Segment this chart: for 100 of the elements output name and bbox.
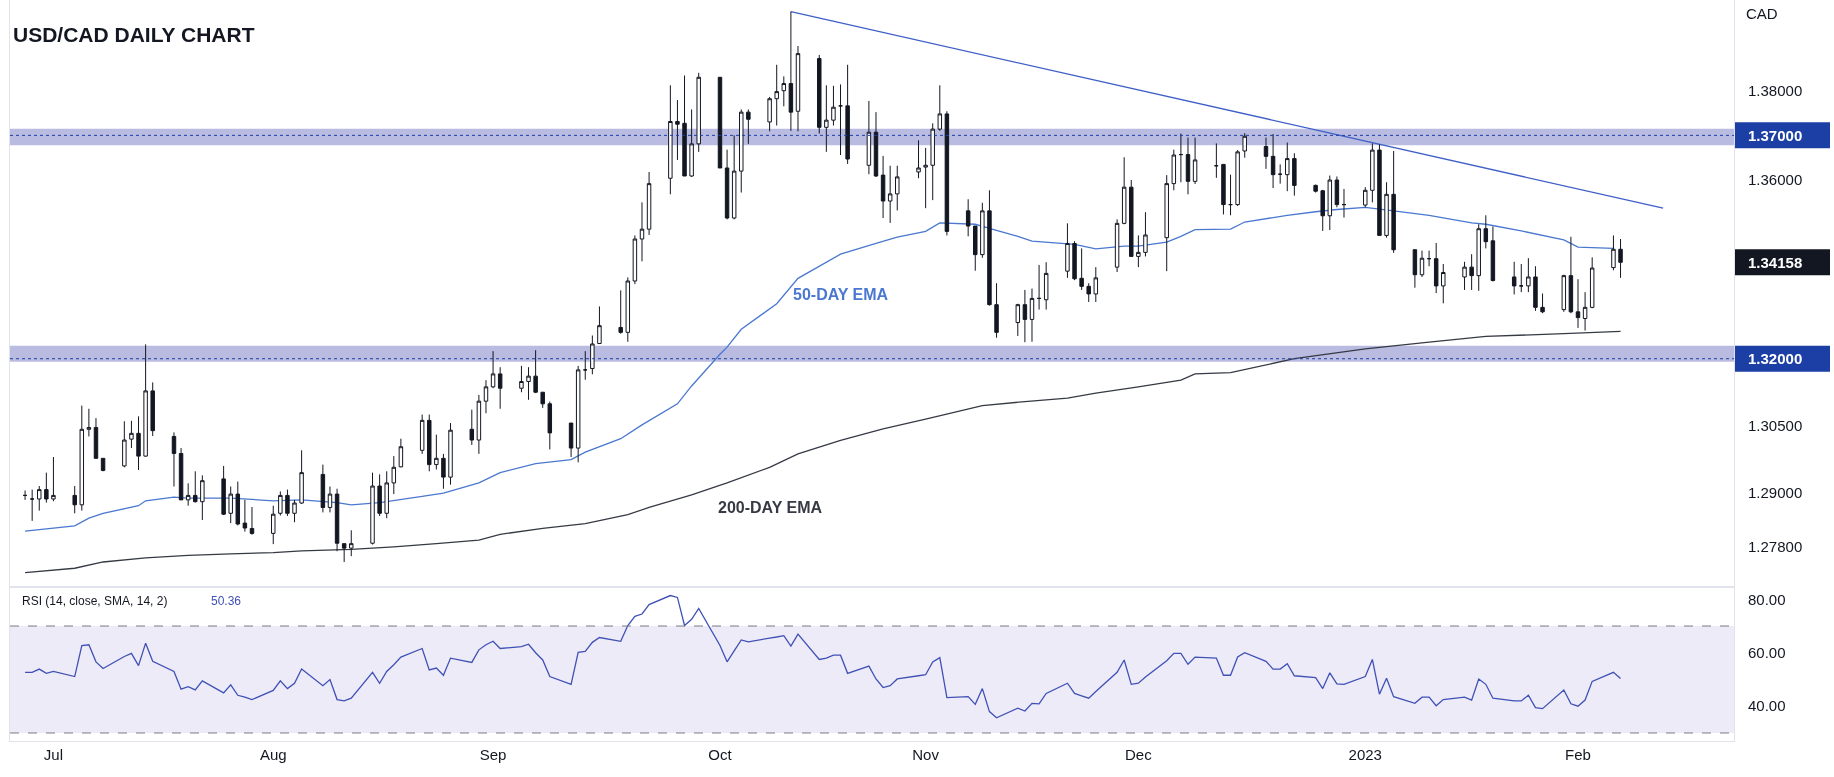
text: RSI (14, close, SMA, 14, 2) [22,594,168,608]
candlestick [51,456,56,502]
candlestick [1292,152,1297,197]
candlestick [1029,288,1035,343]
y-tick-label: 1.30500 [1748,416,1803,434]
candlestick [1072,240,1077,281]
candlestick [490,350,496,389]
series-label: 50-DAY EMA [793,286,889,303]
x-tick-label: Aug [259,746,287,763]
candlestick [441,453,446,490]
candlestick [682,75,687,177]
x-tick-label: Sep [479,746,507,763]
candlestick [1036,264,1042,311]
candlestick [292,499,297,523]
candlestick [1377,143,1382,236]
candlestick [540,391,545,409]
candlestick [1093,266,1099,303]
candlestick [1235,149,1240,207]
candlestick [930,122,935,201]
candlestick [1270,133,1276,189]
candlestick [994,282,999,339]
candlestick [1618,238,1623,279]
y-tick-label: 1.34158 [1748,253,1803,271]
line-series [24,594,1622,719]
candlestick [1412,249,1418,289]
candlestick [1370,142,1375,203]
candlestick [1277,163,1283,185]
x-tick-label: Feb [1565,746,1591,763]
candlestick [150,381,155,437]
candlestick [781,75,787,107]
candlestick [171,431,177,487]
candlestick [937,84,943,132]
candlestick [625,276,631,343]
candlestick [965,198,971,237]
candlestick [242,499,248,533]
candlestick [1540,293,1545,314]
candlestick [278,490,283,517]
candlestick [398,438,404,468]
candlestick [249,506,255,536]
candlestick [618,289,623,335]
y-tick-label: 1.37000 [1748,126,1803,144]
candlestick [341,543,347,563]
candlestick [349,529,354,557]
candlestick [1263,137,1269,170]
candlestick [271,505,276,545]
candlestick [1426,250,1432,267]
candlestick [377,473,382,517]
candlestick [285,489,290,517]
candlestick [1164,174,1169,272]
y-tick-label: 40.00 [1748,697,1786,715]
annotation: 50.36 [211,594,242,608]
candlestick [1433,242,1439,294]
candlestick [193,470,198,504]
candlestick [327,485,333,513]
candlestick [228,485,233,524]
candlestick [1476,223,1481,292]
candlestick [221,465,226,516]
candlestick [731,134,737,220]
candlestick [1171,149,1177,191]
candlestick [93,417,99,459]
candlestick [1022,289,1028,343]
candlestick [1214,142,1219,179]
y-tick-label: 1.27800 [1748,537,1803,555]
candlestick [519,365,524,393]
candlestick [774,64,779,127]
candlestick [1178,133,1184,183]
candlestick [235,481,241,526]
candlestick [497,366,503,410]
candlestick [632,234,638,285]
x-tick-label: Jul [43,746,64,763]
candlestick [973,225,978,272]
candlestick [476,394,482,455]
candlestick [1114,218,1120,273]
candlestick [1065,222,1070,279]
candlestick [845,64,850,165]
candlestick [185,482,191,507]
candlestick [72,485,77,514]
candlestick [547,401,553,450]
candlestick [639,201,645,262]
candlestick [1334,175,1340,208]
candlestick [1462,261,1467,291]
candlestick [1575,278,1581,329]
candlestick [391,455,397,495]
candlestick [22,490,28,501]
candlestick [1363,186,1368,208]
candlestick [923,147,928,209]
candlestick [1129,179,1134,257]
line-series [24,206,1615,532]
y-tick-label: 1.32000 [1748,349,1803,367]
candlestick [44,472,49,504]
candlestick [838,83,843,156]
candlestick [824,84,829,153]
x-tick-label: Oct [708,746,733,763]
candlestick [1384,181,1389,239]
y-tick-label: 1.38000 [1748,81,1803,99]
y-tick-label: 1.36000 [1748,171,1803,189]
candlestick [370,472,375,546]
candlestick [1192,137,1198,185]
line-series [24,330,1622,574]
candlestick [980,202,985,259]
